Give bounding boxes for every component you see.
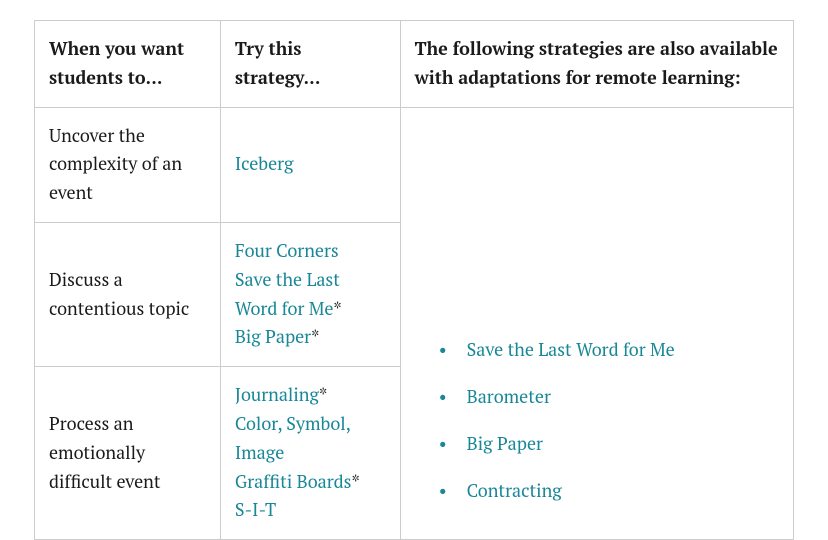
remote-strategy-link[interactable]: Barometer — [467, 385, 551, 409]
header-remote: The following strategies are also availa… — [400, 21, 793, 108]
strategies-table: When you want students to... Try this st… — [34, 20, 794, 540]
remote-strategy-link[interactable]: Big Paper — [467, 432, 543, 456]
header-goal: When you want students to... — [35, 21, 221, 108]
strategy-cell: Journaling* Color, Symbol, Image Graffit… — [220, 367, 400, 540]
remote-strategy-link[interactable]: Contracting — [467, 479, 562, 503]
goal-cell: Process an emotionally difficult event — [35, 367, 221, 540]
goal-cell: Discuss a contentious topic — [35, 222, 221, 366]
strategy-link[interactable]: Big Paper — [235, 325, 311, 349]
list-item: Big Paper — [439, 431, 779, 458]
strategy-link[interactable]: S-I-T — [235, 498, 276, 522]
asterisk: * — [311, 325, 319, 349]
strategy-link[interactable]: Color, Symbol, Image — [235, 412, 350, 465]
list-item: Contracting — [439, 478, 779, 505]
remote-strategy-link[interactable]: Save the Last Word for Me — [467, 338, 675, 362]
remote-strategies-cell: Save the Last Word for Me Barometer Big … — [400, 107, 793, 540]
list-item: Save the Last Word for Me — [439, 337, 779, 364]
strategy-cell: Four Corners Save the Last Word for Me* … — [220, 222, 400, 366]
header-strategy: Try this strategy... — [220, 21, 400, 108]
table-row: Uncover the complexity of an event Icebe… — [35, 107, 794, 222]
remote-strategies-list: Save the Last Word for Me Barometer Big … — [415, 337, 779, 505]
asterisk: * — [319, 383, 327, 407]
strategy-link[interactable]: Journaling — [235, 383, 319, 407]
strategy-cell: Iceberg — [220, 107, 400, 222]
strategy-link[interactable]: Save the Last Word for Me — [235, 268, 340, 321]
goal-cell: Uncover the complexity of an event — [35, 107, 221, 222]
asterisk: * — [333, 297, 341, 321]
asterisk: * — [351, 470, 359, 494]
table-header-row: When you want students to... Try this st… — [35, 21, 794, 108]
strategy-link[interactable]: Graffiti Boards — [235, 470, 352, 494]
strategy-link[interactable]: Iceberg — [235, 152, 294, 176]
list-item: Barometer — [439, 384, 779, 411]
strategy-link[interactable]: Four Corners — [235, 239, 339, 263]
